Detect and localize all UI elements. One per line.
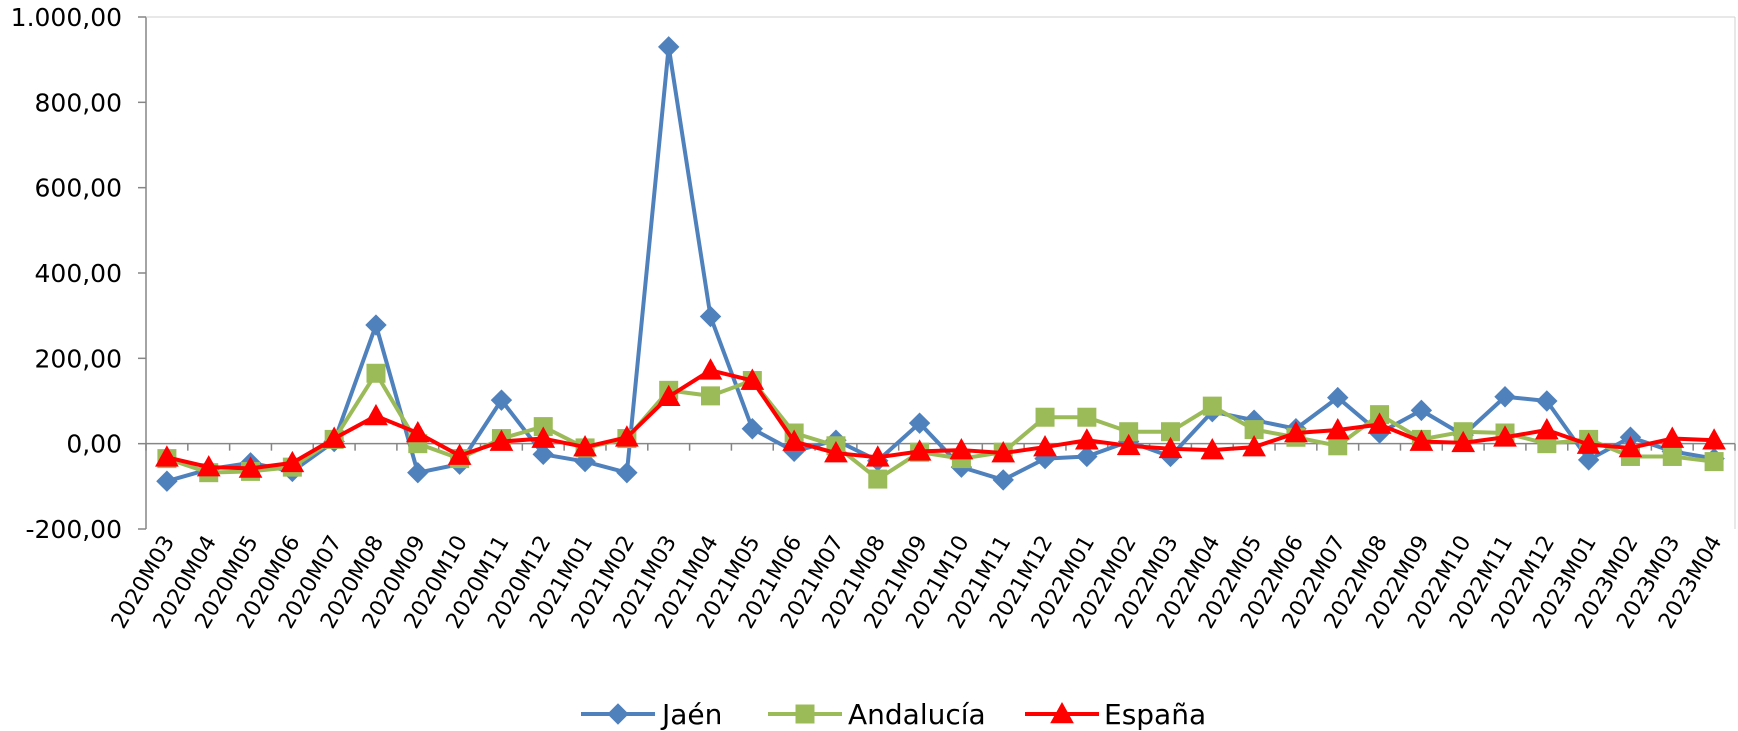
- data-point: [740, 368, 765, 390]
- legend-marker: [795, 704, 815, 724]
- y-tick-label: 1.000,00: [11, 3, 122, 32]
- data-point: [699, 305, 722, 328]
- data-point: [1367, 412, 1392, 434]
- data-point: [701, 386, 721, 406]
- y-tick-label: 200,00: [35, 344, 122, 373]
- legend-label: Andalucía: [848, 698, 986, 731]
- data-point: [1577, 449, 1600, 471]
- data-point: [1662, 446, 1682, 466]
- data-point: [1327, 386, 1349, 409]
- data-point: [1494, 386, 1516, 408]
- series-layer: [155, 36, 1726, 492]
- data-point: [1284, 420, 1308, 443]
- data-point: [238, 456, 263, 478]
- data-point: [531, 426, 556, 448]
- y-tick-label: 600,00: [35, 174, 122, 203]
- data-point: [407, 461, 429, 484]
- legend-item: Andalucía: [768, 698, 986, 731]
- data-point: [1493, 425, 1517, 447]
- data-point: [1033, 435, 1057, 457]
- data-point: [280, 450, 305, 473]
- data-point: [155, 445, 179, 467]
- data-point: [1242, 435, 1266, 457]
- data-point: [364, 403, 388, 426]
- data-point: [992, 469, 1014, 491]
- data-point: [1325, 417, 1350, 440]
- data-point: [447, 443, 472, 465]
- data-point: [489, 429, 514, 451]
- legend-marker: [1050, 701, 1074, 724]
- y-tick-label: -200,00: [26, 515, 123, 544]
- data-point: [365, 314, 387, 336]
- data-point: [490, 389, 513, 411]
- data-point: [156, 470, 178, 492]
- data-point: [908, 412, 931, 434]
- data-point: [1409, 429, 1434, 451]
- data-point: [1075, 428, 1099, 450]
- data-point: [573, 435, 597, 457]
- data-point: [1576, 432, 1601, 454]
- data-point: [1704, 452, 1724, 472]
- legend-label: Jaén: [660, 698, 722, 731]
- data-point: [405, 420, 430, 443]
- data-point: [698, 358, 723, 380]
- data-point: [865, 445, 890, 467]
- y-tick-label: 800,00: [35, 88, 122, 117]
- data-point: [1077, 407, 1097, 427]
- data-point: [1451, 430, 1476, 453]
- data-point: [782, 429, 806, 451]
- data-point: [1158, 436, 1183, 459]
- data-point: [991, 441, 1016, 463]
- series-3: [155, 358, 1726, 478]
- data-point: [366, 363, 386, 383]
- data-point: [1536, 390, 1558, 412]
- legend-item: España: [1025, 698, 1206, 731]
- data-point: [1035, 407, 1055, 427]
- data-point: [616, 461, 638, 484]
- data-point: [1410, 399, 1433, 422]
- data-point: [1328, 436, 1348, 456]
- data-point: [1702, 428, 1726, 450]
- data-point: [532, 443, 554, 466]
- x-axis-ticks: 2020M032020M042020M052020M062020M072020M…: [107, 443, 1736, 633]
- y-tick-label: 400,00: [35, 259, 122, 288]
- data-point: [1076, 445, 1098, 468]
- data-point: [657, 36, 680, 58]
- data-point: [1200, 438, 1225, 460]
- data-point: [1618, 435, 1643, 458]
- data-point: [1202, 396, 1222, 416]
- legend: Jaén Andalucía España: [581, 698, 1206, 731]
- data-point: [1660, 426, 1685, 448]
- y-axis-ticks: -200,00 0,00 200,00 400,00 600,00 800,00 1.000…: [11, 3, 146, 544]
- data-point: [196, 455, 221, 477]
- legend-label: España: [1104, 698, 1206, 731]
- data-point: [741, 418, 764, 440]
- data-point: [907, 439, 932, 461]
- y-tick-label: 0,00: [66, 430, 122, 459]
- data-point: [824, 441, 848, 463]
- data-point: [615, 425, 639, 447]
- data-point: [656, 384, 681, 407]
- data-point: [868, 469, 888, 489]
- legend-item: Jaén: [581, 698, 722, 731]
- data-point: [322, 426, 347, 448]
- legend-marker: [607, 703, 629, 725]
- data-point: [949, 438, 974, 460]
- data-point: [1534, 417, 1559, 440]
- data-point: [1116, 433, 1141, 456]
- series-line: [166, 44, 1715, 484]
